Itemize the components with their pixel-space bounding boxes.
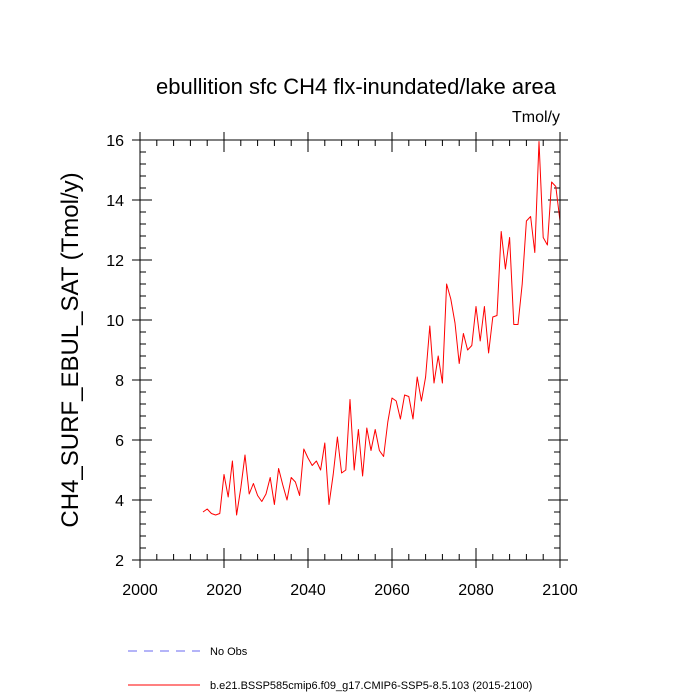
legend-no-obs-label: No Obs: [210, 646, 248, 658]
y-tick-label: 16: [106, 133, 124, 150]
series-layer: [202, 141, 561, 516]
x-tick-label: 2020: [206, 582, 242, 599]
x-tick-label: 2000: [122, 582, 158, 599]
x-tick-labels: 2000 2020 2040 2060 2080 2100: [122, 582, 578, 599]
y-tick-labels: 2 4 6 8 10 12 14 16: [106, 133, 124, 570]
x-tick-label: 2100: [542, 582, 578, 599]
y-tick-label: 4: [115, 493, 124, 510]
chart-title: ebullition sfc CH4 flx-inundated/lake ar…: [156, 74, 557, 99]
y-tick-label: 2: [115, 553, 124, 570]
y-tick-label: 6: [115, 433, 124, 450]
units-label: Tmol/y: [512, 109, 560, 126]
y-axis-label: CH4_SURF_EBUL_SAT (Tmol/y): [57, 172, 84, 527]
x-tick-label: 2060: [374, 582, 410, 599]
series-line-1: [202, 141, 561, 516]
y-tick-label: 14: [106, 193, 124, 210]
x-tick-label: 2040: [290, 582, 326, 599]
minor-ticks: [140, 140, 560, 560]
legend-run-label: b.e21.BSSP585cmip6.f09_g17.CMIP6-SSP5-8.…: [210, 680, 532, 692]
y-tick-label: 10: [106, 313, 124, 330]
x-tick-label: 2080: [458, 582, 494, 599]
plot-frame: [139, 139, 561, 561]
major-ticks: [132, 132, 568, 568]
y-tick-label: 12: [106, 253, 124, 270]
legend: No Obs b.e21.BSSP585cmip6.f09_g17.CMIP6-…: [128, 646, 532, 692]
y-tick-label: 8: [115, 373, 124, 390]
